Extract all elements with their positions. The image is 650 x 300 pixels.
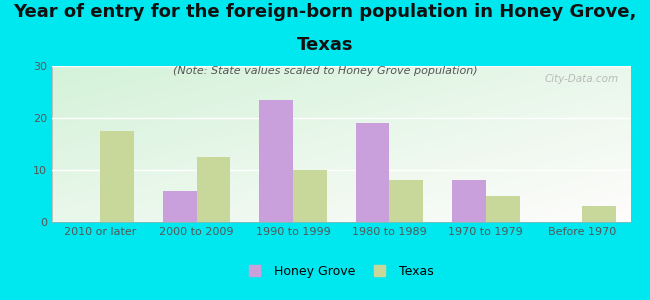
Text: Texas: Texas bbox=[297, 36, 353, 54]
Bar bbox=[196, 157, 230, 222]
Bar bbox=[100, 131, 134, 222]
Text: Year of entry for the foreign-born population in Honey Grove,: Year of entry for the foreign-born popul… bbox=[13, 3, 637, 21]
Bar bbox=[293, 170, 327, 222]
Legend: Honey Grove, Texas: Honey Grove, Texas bbox=[245, 261, 437, 281]
Bar bbox=[582, 206, 616, 222]
Text: City-Data.com: City-Data.com bbox=[545, 74, 619, 84]
Bar bbox=[486, 196, 519, 222]
Bar bbox=[452, 180, 486, 222]
Bar bbox=[389, 180, 423, 222]
Text: (Note: State values scaled to Honey Grove population): (Note: State values scaled to Honey Grov… bbox=[173, 66, 477, 76]
Bar bbox=[163, 191, 196, 222]
Bar bbox=[356, 123, 389, 222]
Bar bbox=[259, 100, 293, 222]
